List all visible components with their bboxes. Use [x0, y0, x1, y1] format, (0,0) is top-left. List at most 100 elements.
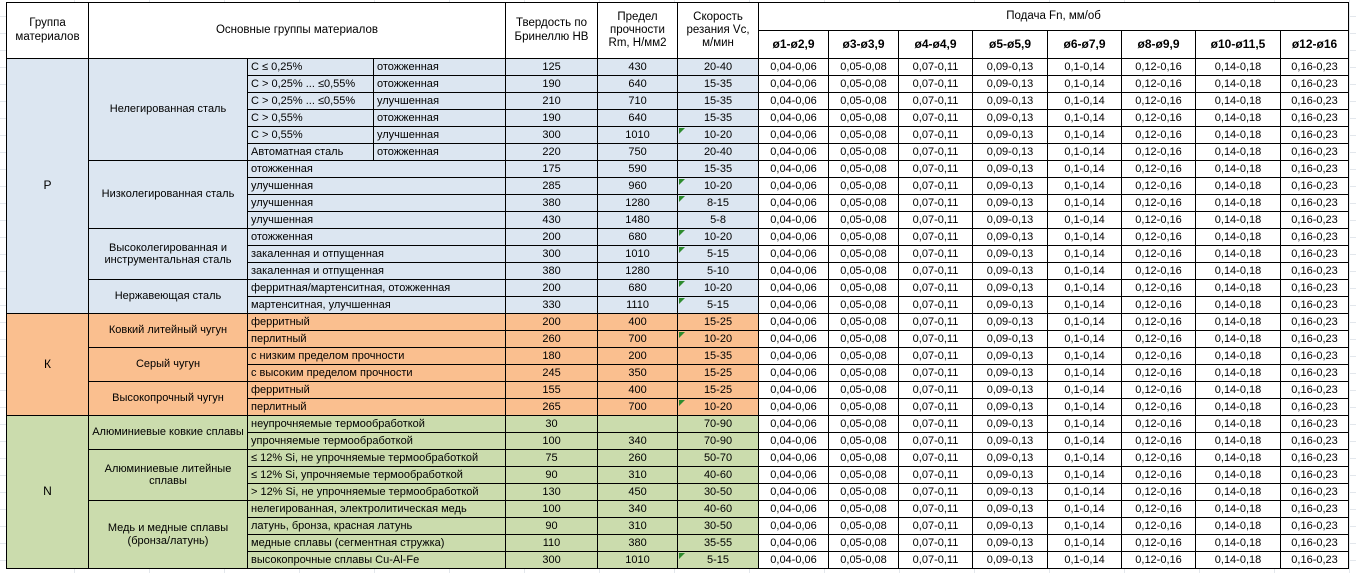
- feed-cell[interactable]: 0,07-0,11: [898, 58, 974, 76]
- feed-cell[interactable]: 0,12-0,16: [1121, 330, 1197, 348]
- feed-cell[interactable]: 0,1-0,14: [1047, 415, 1123, 433]
- feed-cell[interactable]: 0,12-0,16: [1121, 245, 1197, 263]
- strength-cell[interactable]: 430: [597, 58, 679, 76]
- feed-cell[interactable]: 0,09-0,13: [972, 126, 1049, 144]
- feed-cell[interactable]: 0,04-0,06: [758, 398, 830, 416]
- feed-cell[interactable]: 0,1-0,14: [1047, 551, 1123, 569]
- hardness-cell[interactable]: 200: [505, 228, 599, 246]
- header-feed-dia-1[interactable]: ø1-ø2,9: [758, 30, 830, 59]
- feed-cell[interactable]: 0,07-0,11: [898, 347, 974, 365]
- subgroup-cell[interactable]: Алюминиевые ковкие сплавы: [88, 415, 248, 450]
- feed-cell[interactable]: 0,07-0,11: [898, 109, 974, 127]
- feed-cell[interactable]: 0,05-0,08: [828, 194, 900, 212]
- strength-cell[interactable]: 380: [597, 534, 679, 552]
- feed-cell[interactable]: 0,16-0,23: [1280, 296, 1350, 314]
- subgroup-cell[interactable]: Высокопрочный чугун: [88, 381, 248, 416]
- feed-cell[interactable]: 0,16-0,23: [1280, 92, 1350, 110]
- feed-cell[interactable]: 0,09-0,13: [972, 551, 1049, 569]
- feed-cell[interactable]: 0,16-0,23: [1280, 551, 1350, 569]
- feed-cell[interactable]: 0,14-0,18: [1195, 177, 1282, 195]
- feed-cell[interactable]: 0,04-0,06: [758, 534, 830, 552]
- feed-cell[interactable]: 0,12-0,16: [1121, 194, 1197, 212]
- hardness-cell[interactable]: 220: [505, 143, 599, 161]
- speed-cell[interactable]: 15-25: [677, 313, 760, 331]
- hardness-cell[interactable]: 200: [505, 279, 599, 297]
- feed-cell[interactable]: 0,04-0,06: [758, 126, 830, 144]
- material-desc-cell[interactable]: ≤ 12% Si, упрочняемые термообработкой: [246, 466, 507, 484]
- strength-cell[interactable]: 700: [597, 398, 679, 416]
- header-feed-dia-4[interactable]: ø5-ø5,9: [972, 30, 1049, 59]
- feed-cell[interactable]: 0,07-0,11: [898, 500, 974, 518]
- speed-cell[interactable]: 20-40: [677, 143, 760, 161]
- feed-cell[interactable]: 0,1-0,14: [1047, 381, 1123, 399]
- feed-cell[interactable]: 0,04-0,06: [758, 415, 830, 433]
- feed-cell[interactable]: 0,05-0,08: [828, 347, 900, 365]
- hardness-cell[interactable]: 245: [505, 364, 599, 382]
- feed-cell[interactable]: 0,16-0,23: [1280, 347, 1350, 365]
- composition-cell[interactable]: C > 0,25% ... ≤0,55%: [247, 92, 374, 110]
- feed-cell[interactable]: 0,1-0,14: [1047, 228, 1123, 246]
- feed-cell[interactable]: 0,16-0,23: [1280, 228, 1350, 246]
- feed-cell[interactable]: 0,12-0,16: [1121, 126, 1197, 144]
- feed-cell[interactable]: 0,04-0,06: [758, 517, 830, 535]
- strength-cell[interactable]: 1010: [597, 126, 679, 144]
- material-desc-cell[interactable]: отожженная: [246, 228, 507, 246]
- hardness-cell[interactable]: 260: [505, 330, 599, 348]
- feed-cell[interactable]: 0,12-0,16: [1121, 177, 1197, 195]
- header-feed-dia-5[interactable]: ø6-ø7,9: [1047, 30, 1123, 59]
- feed-cell[interactable]: 0,14-0,18: [1195, 347, 1282, 365]
- feed-cell[interactable]: 0,05-0,08: [828, 160, 900, 178]
- feed-cell[interactable]: 0,1-0,14: [1047, 143, 1123, 161]
- feed-cell[interactable]: 0,04-0,06: [758, 330, 830, 348]
- composition-cell[interactable]: C > 0,55%: [247, 126, 374, 144]
- strength-cell[interactable]: 680: [597, 228, 679, 246]
- feed-cell[interactable]: 0,1-0,14: [1047, 245, 1123, 263]
- feed-cell[interactable]: 0,07-0,11: [898, 364, 974, 382]
- feed-cell[interactable]: 0,05-0,08: [828, 500, 900, 518]
- feed-cell[interactable]: 0,1-0,14: [1047, 211, 1123, 229]
- feed-cell[interactable]: 0,07-0,11: [898, 398, 974, 416]
- strength-cell[interactable]: 1280: [597, 262, 679, 280]
- material-desc-cell[interactable]: упрочняемые термообработкой: [246, 432, 507, 450]
- feed-cell[interactable]: 0,14-0,18: [1195, 296, 1282, 314]
- feed-cell[interactable]: 0,09-0,13: [972, 364, 1049, 382]
- composition-cell[interactable]: C > 0,55%: [247, 109, 374, 127]
- composition-cell[interactable]: Автоматная сталь: [247, 143, 374, 161]
- feed-cell[interactable]: 0,16-0,23: [1280, 534, 1350, 552]
- material-desc-cell[interactable]: высокопрочные сплавы Cu-Al-Fe: [246, 551, 507, 569]
- strength-cell[interactable]: 260: [597, 449, 679, 467]
- hardness-cell[interactable]: 190: [505, 109, 599, 127]
- feed-cell[interactable]: 0,1-0,14: [1047, 109, 1123, 127]
- feed-cell[interactable]: 0,09-0,13: [972, 483, 1049, 501]
- header-cutting-speed[interactable]: Скорость резания Vc, м/мин: [677, 2, 760, 59]
- hardness-cell[interactable]: 200: [505, 313, 599, 331]
- hardness-cell[interactable]: 90: [505, 517, 599, 535]
- strength-cell[interactable]: [597, 415, 679, 433]
- feed-cell[interactable]: 0,1-0,14: [1047, 177, 1123, 195]
- material-desc-cell[interactable]: с высоким пределом прочности: [246, 364, 507, 382]
- feed-cell[interactable]: 0,05-0,08: [828, 534, 900, 552]
- feed-cell[interactable]: 0,1-0,14: [1047, 398, 1123, 416]
- material-desc-cell[interactable]: латунь, бронза, красная латунь: [246, 517, 507, 535]
- state-cell[interactable]: отожженная: [372, 75, 507, 93]
- feed-cell[interactable]: 0,14-0,18: [1195, 432, 1282, 450]
- feed-cell[interactable]: 0,1-0,14: [1047, 262, 1123, 280]
- feed-cell[interactable]: 0,05-0,08: [828, 551, 900, 569]
- feed-cell[interactable]: 0,04-0,06: [758, 347, 830, 365]
- speed-cell[interactable]: 5-15: [677, 296, 760, 314]
- speed-cell[interactable]: 15-25: [677, 381, 760, 399]
- feed-cell[interactable]: 0,05-0,08: [828, 228, 900, 246]
- feed-cell[interactable]: 0,09-0,13: [972, 58, 1049, 76]
- subgroup-cell[interactable]: Алюминиевые литейные сплавы: [88, 449, 248, 501]
- hardness-cell[interactable]: 75: [505, 449, 599, 467]
- feed-cell[interactable]: 0,04-0,06: [758, 109, 830, 127]
- subgroup-cell[interactable]: Низколегированная сталь: [88, 160, 248, 229]
- feed-cell[interactable]: 0,07-0,11: [898, 517, 974, 535]
- feed-cell[interactable]: 0,12-0,16: [1121, 211, 1197, 229]
- hardness-cell[interactable]: 180: [505, 347, 599, 365]
- feed-cell[interactable]: 0,09-0,13: [972, 347, 1049, 365]
- strength-cell[interactable]: 640: [597, 75, 679, 93]
- hardness-cell[interactable]: 155: [505, 381, 599, 399]
- feed-cell[interactable]: 0,04-0,06: [758, 449, 830, 467]
- hardness-cell[interactable]: 190: [505, 75, 599, 93]
